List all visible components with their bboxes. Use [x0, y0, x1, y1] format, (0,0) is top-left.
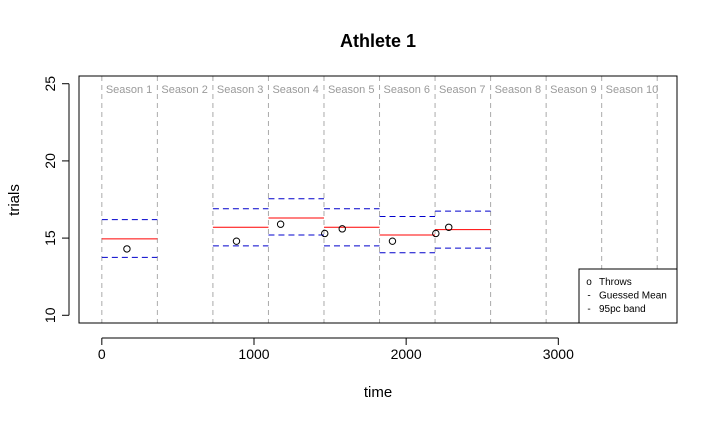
- throw-point: [388, 237, 397, 245]
- x-axis: 0 1000 2000 3000: [98, 337, 574, 362]
- legend: o Throws- Guessed Mean- 95pc band: [578, 268, 678, 324]
- throw-point: [338, 225, 346, 233]
- x-axis-label: time: [364, 384, 392, 401]
- throw-point: [321, 229, 329, 238]
- y-tick-label: 15: [42, 230, 58, 246]
- season-label: Season 7: [439, 84, 485, 96]
- x-tick-label: 0: [98, 346, 106, 362]
- series-layer: [101, 198, 491, 258]
- throw-point: [445, 223, 453, 231]
- season-boundaries: [101, 76, 658, 323]
- season-label: Season 4: [272, 84, 318, 96]
- throw-point: [123, 245, 131, 253]
- season-label: Season 10: [606, 84, 659, 96]
- season-label: Season 6: [384, 84, 430, 96]
- legend-entry-label: Throws: [599, 277, 632, 288]
- y-tick-label: 10: [42, 307, 58, 323]
- legend-symbol: -: [587, 291, 590, 302]
- legend-entry-label: 95pc band: [599, 304, 646, 315]
- x-tick-label: 3000: [543, 346, 574, 362]
- throw-point: [232, 237, 241, 245]
- season-label: Season 8: [495, 84, 541, 96]
- plot-frame: [78, 75, 678, 324]
- x-tick-label: 2000: [391, 346, 422, 362]
- season-label: Season 9: [550, 84, 596, 96]
- throw-point: [432, 229, 440, 238]
- legend-symbol: -: [587, 304, 590, 315]
- y-axis: 10 15 20 25: [42, 76, 70, 323]
- throw-point: [276, 220, 285, 228]
- legend-symbol: o: [586, 277, 592, 288]
- season-label: Season 3: [217, 84, 263, 96]
- legend-box: [578, 268, 678, 324]
- y-tick-label: 25: [42, 76, 58, 92]
- season-label: Season 5: [328, 84, 374, 96]
- y-axis-label: trials: [6, 184, 23, 216]
- season-label: Season 1: [106, 84, 152, 96]
- legend-entry-label: Guessed Mean: [599, 291, 667, 302]
- season-labels: Season 1 Season 2 Season 3 Season 4 Season 5…: [106, 84, 658, 96]
- season-label: Season 2: [161, 84, 207, 96]
- chart-title: Athlete 1: [340, 31, 416, 51]
- y-tick-label: 20: [42, 153, 58, 169]
- x-tick-label: 1000: [238, 346, 269, 362]
